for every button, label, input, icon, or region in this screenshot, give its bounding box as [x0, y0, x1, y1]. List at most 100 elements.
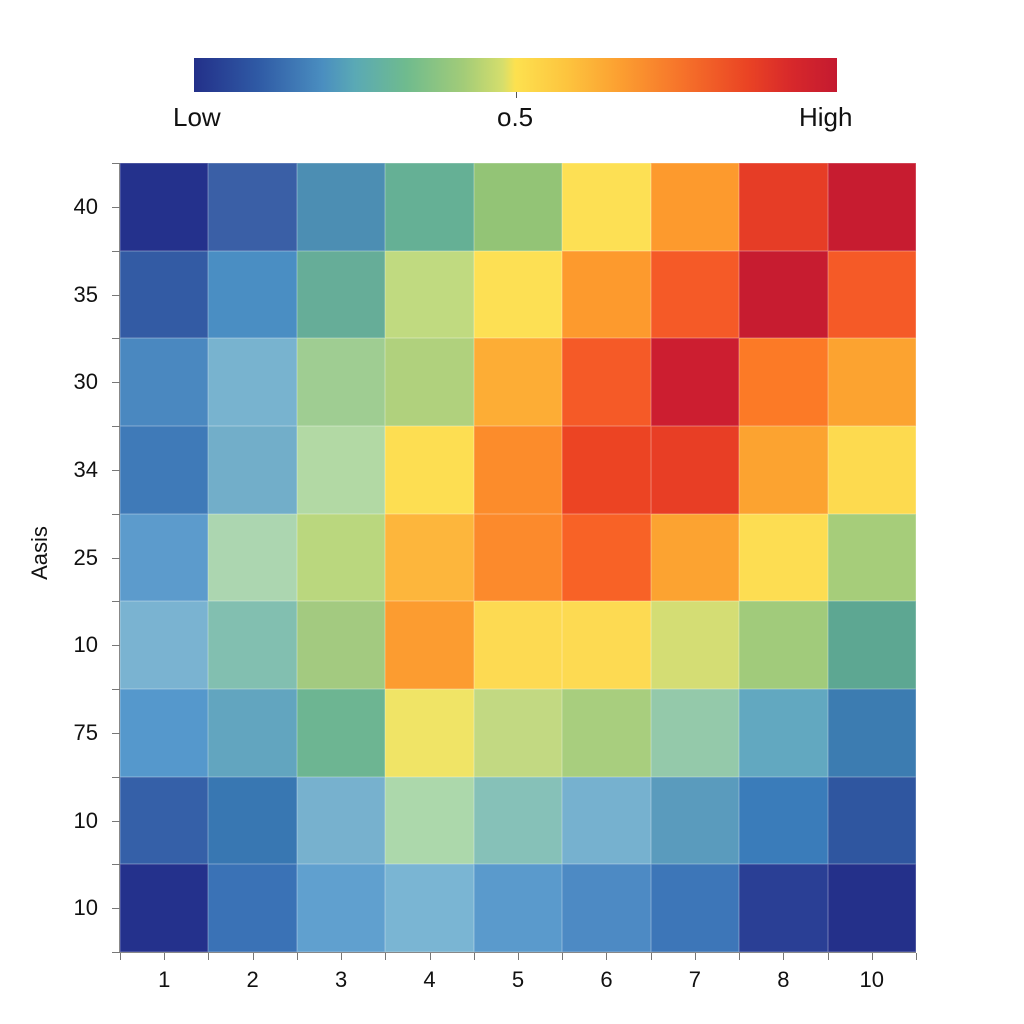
heatmap-cell — [296, 425, 386, 514]
heatmap-cell — [120, 338, 209, 426]
y-tick-label: 10 — [73, 807, 98, 833]
heatmap-cell — [208, 513, 297, 602]
heatmap-cell — [562, 601, 651, 689]
heatmap-cell — [473, 513, 563, 602]
x-tick-label: 3 — [334, 967, 348, 992]
heatmap-cell — [296, 250, 386, 339]
heatmap-cell — [650, 688, 740, 777]
y-tick-label: 35 — [73, 281, 98, 307]
heatmap-cell — [473, 864, 563, 952]
y-tick-label: 10 — [73, 632, 98, 658]
heatmap-cell — [562, 776, 651, 865]
x-tick — [518, 953, 519, 960]
heatmap-cell — [208, 338, 297, 426]
heatmap-cell — [208, 864, 297, 952]
x-tick — [164, 953, 166, 960]
y-tick-label: 30 — [73, 369, 98, 395]
x-axis-line — [119, 952, 916, 953]
heatmap-cell — [562, 688, 651, 777]
x-tick — [562, 953, 564, 960]
colorbar — [194, 58, 837, 92]
y-tick — [112, 776, 120, 778]
heatmap-cell — [473, 163, 563, 251]
heatmap-cell — [473, 776, 563, 865]
heatmap-cell — [827, 163, 916, 251]
heatmap-cell — [650, 513, 740, 602]
heatmap-cell — [385, 425, 474, 514]
y-tick-label: 10 — [73, 895, 98, 921]
heatmap-cell — [650, 864, 740, 952]
heatmap-cell — [739, 513, 828, 602]
heatmap-cell — [562, 338, 651, 426]
y-tick-label: 40 — [73, 193, 98, 219]
x-tick-label: 8 — [777, 967, 790, 992]
y-tick — [112, 338, 120, 340]
y-tick — [112, 732, 120, 734]
x-tick — [296, 953, 298, 960]
heatmap-cell — [385, 513, 474, 602]
heatmap-cell — [473, 250, 563, 339]
heatmap-cell — [650, 601, 740, 689]
x-tick-label: 6 — [600, 967, 613, 992]
y-tick — [112, 864, 120, 866]
heatmap-cell — [296, 338, 386, 426]
x-tick-label: 10 — [859, 967, 884, 992]
heatmap-cell — [385, 601, 474, 689]
y-tick — [112, 689, 120, 690]
heatmap-cell — [473, 601, 563, 689]
x-tick — [341, 953, 343, 960]
heatmap-cell — [473, 425, 563, 514]
colorbar-tick — [516, 92, 517, 98]
x-tick — [783, 953, 785, 960]
heatmap-cell — [562, 864, 651, 952]
x-tick — [694, 953, 696, 960]
heatmap-cell — [473, 338, 563, 426]
heatmap-cell — [385, 776, 474, 865]
x-tick-label: 7 — [688, 967, 701, 992]
y-tick — [112, 206, 120, 208]
heatmap-cell — [739, 250, 828, 339]
heatmap-cell — [296, 776, 386, 865]
heatmap-cell — [385, 688, 474, 777]
heatmap-cell — [827, 864, 916, 952]
y-tick — [112, 250, 120, 252]
heatmap-cell — [739, 688, 828, 777]
x-tick — [739, 953, 741, 960]
heatmap-cell — [296, 163, 386, 251]
colorbar-high-label: High — [799, 102, 853, 132]
heatmap-cell — [208, 601, 297, 689]
y-tick — [112, 557, 120, 559]
y-tick — [112, 426, 120, 427]
x-tick — [473, 953, 475, 960]
y-tick — [112, 601, 120, 603]
y-tick — [112, 469, 120, 471]
heatmap-cell — [208, 425, 297, 514]
colorbar-low-label: Low — [173, 102, 221, 132]
heatmap-cell — [296, 688, 386, 777]
heatmap-cell — [120, 601, 209, 689]
x-tick — [120, 953, 121, 960]
heatmap-cell — [385, 163, 474, 251]
heatmap-cell — [739, 163, 828, 251]
heatmap-cell — [120, 688, 209, 777]
heatmap-cell — [120, 425, 209, 514]
x-tick — [916, 953, 917, 960]
heatmap-cell — [650, 425, 740, 514]
x-tick-label: 1 — [158, 967, 171, 992]
heatmap-cell — [827, 425, 916, 514]
y-tick-label: 34 — [73, 456, 98, 482]
heatmap-cell — [562, 513, 651, 602]
heatmap-cell — [650, 250, 740, 339]
heatmap-cell — [739, 338, 828, 426]
y-tick — [112, 952, 120, 953]
y-tick — [112, 908, 120, 910]
heatmap-cell — [562, 250, 651, 339]
heatmap-cell — [739, 864, 828, 952]
heatmap-cell — [473, 688, 563, 777]
x-tick — [429, 953, 431, 960]
heatmap-cell — [208, 250, 297, 339]
heatmap-cell — [385, 338, 474, 426]
heatmap-cell — [827, 688, 916, 777]
heatmap-cell — [739, 425, 828, 514]
heatmap-cell — [562, 425, 651, 514]
